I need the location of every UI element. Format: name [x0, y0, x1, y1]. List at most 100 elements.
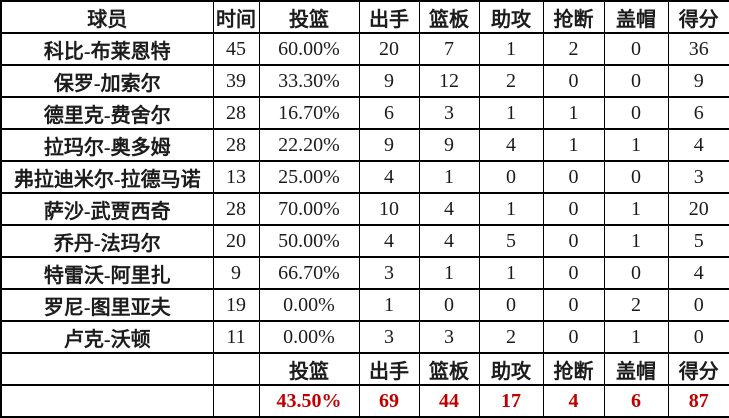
stat-cell-blk: 1: [603, 128, 669, 162]
player-row: 德里克-费舍尔 28 16.70% 6 3 1 1 0 6: [0, 96, 729, 130]
stat-cell-reb: 3: [418, 320, 480, 354]
stat-cell-pts: 0: [667, 320, 729, 354]
stat-cell-fg-pct: 0.00%: [258, 288, 360, 322]
stat-cell-fga: 9: [358, 64, 420, 98]
stat-cell-pts: 20: [667, 192, 729, 226]
stat-cell-reb: 4: [418, 224, 480, 258]
stat-cell-fga: 3: [358, 256, 420, 290]
stat-cell-fga: 9: [358, 128, 420, 162]
stat-cell-pts: 3: [667, 160, 729, 194]
player-row: 保罗-加索尔 39 33.30% 9 12 2 0 0 9: [0, 64, 729, 98]
stat-cell-pts: 4: [667, 128, 729, 162]
footer-header-reb: 篮板: [418, 352, 480, 386]
player-row: 科比-布莱恩特 45 60.00% 20 7 1 2 0 36: [0, 32, 729, 66]
footer-header-fg-pct: 投篮: [258, 352, 360, 386]
header-cell-time: 时间: [212, 0, 260, 34]
stat-cell-ast: 1: [478, 192, 544, 226]
empty-cell: [212, 384, 260, 418]
total-ast: 17: [478, 384, 544, 418]
stat-cell-ast: 0: [478, 288, 544, 322]
stat-cell-blk: 0: [603, 96, 669, 130]
header-cell-blk: 盖帽: [603, 0, 669, 34]
totals-row: 43.50% 69 44 17 4 6 87: [0, 384, 729, 418]
stat-cell-reb: 1: [418, 256, 480, 290]
stat-cell-reb: 4: [418, 192, 480, 226]
stat-cell-blk: 0: [603, 32, 669, 66]
stat-cell-reb: 9: [418, 128, 480, 162]
footer-header-pts: 得分: [667, 352, 729, 386]
header-cell-player: 球员: [0, 0, 214, 34]
stat-cell-ast: 1: [478, 96, 544, 130]
player-row: 特雷沃-阿里扎 9 66.70% 3 1 1 0 0 4: [0, 256, 729, 290]
player-name-cell: 保罗-加索尔: [0, 64, 214, 98]
footer-header-row: 投篮 出手 篮板 助攻 抢断 盖帽 得分: [0, 352, 729, 386]
stat-cell-reb: 12: [418, 64, 480, 98]
stat-cell-blk: 0: [603, 64, 669, 98]
stat-cell-fg-pct: 70.00%: [258, 192, 360, 226]
footer-header-ast: 助攻: [478, 352, 544, 386]
stat-cell-time: 19: [212, 288, 260, 322]
stat-cell-fg-pct: 50.00%: [258, 224, 360, 258]
header-cell-ast: 助攻: [478, 0, 544, 34]
stat-cell-stl: 0: [542, 192, 605, 226]
total-pts: 87: [667, 384, 729, 418]
stat-cell-stl: 1: [542, 96, 605, 130]
stat-cell-fg-pct: 22.20%: [258, 128, 360, 162]
stat-cell-time: 45: [212, 32, 260, 66]
stat-cell-fg-pct: 25.00%: [258, 160, 360, 194]
player-row: 拉玛尔-奥多姆 28 22.20% 9 9 4 1 1 4: [0, 128, 729, 162]
empty-cell: [0, 384, 214, 418]
stat-cell-fga: 10: [358, 192, 420, 226]
footer-header-stl: 抢断: [542, 352, 605, 386]
stat-cell-time: 11: [212, 320, 260, 354]
stat-cell-ast: 5: [478, 224, 544, 258]
stat-cell-stl: 0: [542, 288, 605, 322]
stat-cell-blk: 1: [603, 320, 669, 354]
player-row: 弗拉迪米尔-拉德马诺 13 25.00% 4 1 0 0 0 3: [0, 160, 729, 194]
player-name-cell: 卢克-沃顿: [0, 320, 214, 354]
header-cell-fg-pct: 投篮: [258, 0, 360, 34]
stat-cell-ast: 4: [478, 128, 544, 162]
total-stl: 4: [542, 384, 605, 418]
empty-cell: [0, 352, 214, 386]
stat-cell-reb: 1: [418, 160, 480, 194]
stat-cell-blk: 0: [603, 160, 669, 194]
empty-cell: [212, 352, 260, 386]
player-row: 萨沙-武贾西奇 28 70.00% 10 4 1 0 1 20: [0, 192, 729, 226]
stat-cell-reb: 7: [418, 32, 480, 66]
header-cell-pts: 得分: [667, 0, 729, 34]
stat-cell-pts: 6: [667, 96, 729, 130]
stat-cell-ast: 1: [478, 256, 544, 290]
stat-cell-fg-pct: 16.70%: [258, 96, 360, 130]
stat-cell-time: 28: [212, 128, 260, 162]
stat-cell-ast: 2: [478, 320, 544, 354]
stat-cell-time: 20: [212, 224, 260, 258]
stat-cell-time: 28: [212, 192, 260, 226]
header-cell-fga: 出手: [358, 0, 420, 34]
player-name-cell: 德里克-费舍尔: [0, 96, 214, 130]
stat-cell-pts: 36: [667, 32, 729, 66]
header-cell-stl: 抢断: [542, 0, 605, 34]
stat-cell-ast: 1: [478, 32, 544, 66]
stat-cell-fg-pct: 0.00%: [258, 320, 360, 354]
stat-cell-stl: 1: [542, 128, 605, 162]
player-row: 乔丹-法玛尔 20 50.00% 4 4 5 0 1 5: [0, 224, 729, 258]
header-row: 球员 时间 投篮 出手 篮板 助攻 抢断 盖帽 得分: [0, 0, 729, 34]
player-name-cell: 拉玛尔-奥多姆: [0, 128, 214, 162]
player-name-cell: 乔丹-法玛尔: [0, 224, 214, 258]
stat-cell-time: 9: [212, 256, 260, 290]
stat-cell-stl: 0: [542, 256, 605, 290]
player-row: 卢克-沃顿 11 0.00% 3 3 2 0 1 0: [0, 320, 729, 354]
player-row: 罗尼-图里亚夫 19 0.00% 1 0 0 0 2 0: [0, 288, 729, 322]
stat-cell-fga: 20: [358, 32, 420, 66]
total-blk: 6: [603, 384, 669, 418]
player-name-cell: 弗拉迪米尔-拉德马诺: [0, 160, 214, 194]
stat-cell-stl: 0: [542, 160, 605, 194]
stat-cell-fga: 4: [358, 160, 420, 194]
stat-cell-pts: 9: [667, 64, 729, 98]
footer-header-fga: 出手: [358, 352, 420, 386]
stat-cell-stl: 0: [542, 224, 605, 258]
stat-cell-blk: 1: [603, 192, 669, 226]
stat-cell-time: 28: [212, 96, 260, 130]
